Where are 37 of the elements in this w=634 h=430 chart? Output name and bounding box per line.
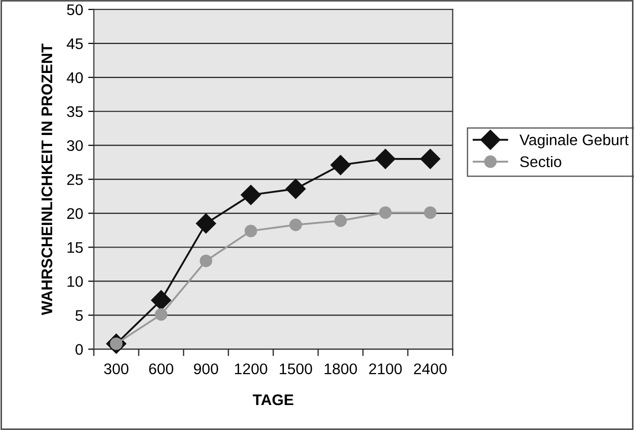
point (289, 218, 302, 232)
point (334, 214, 347, 228)
x-tick-label: 600 (149, 363, 174, 374)
point (420, 148, 440, 169)
y-tick-label: 45 (66, 38, 83, 50)
x-tick-label: 2100 (369, 363, 402, 374)
x-tick-label: 1500 (280, 363, 312, 374)
point (330, 155, 351, 176)
y-tick-label: 25 (67, 174, 83, 185)
y-tick-label: 0 (76, 344, 83, 355)
x-axis-title: TAGE (252, 394, 294, 406)
x-tick-label: 300 (104, 363, 128, 374)
x-tick-label: 900 (194, 363, 218, 374)
point (375, 148, 396, 169)
y-tick-label: 35 (67, 106, 83, 118)
point (244, 224, 258, 238)
point (196, 213, 216, 234)
point (379, 206, 392, 219)
y-tick-label: 30 (67, 140, 83, 152)
y-tick-label: 50 (67, 4, 83, 16)
point (286, 178, 306, 199)
point (200, 254, 212, 268)
y-tick-label: 20 (67, 208, 83, 219)
legend-label: Sectio (520, 156, 562, 168)
point (151, 290, 172, 310)
point (240, 184, 261, 205)
point (424, 206, 436, 219)
y-tick-label: 5 (76, 310, 83, 321)
x-tick-label: 1800 (324, 363, 357, 374)
x-tick-label: 1200 (235, 363, 268, 374)
y-tick-label: 10 (68, 276, 83, 287)
y-tick-label: 40 (66, 72, 83, 84)
point (154, 308, 168, 321)
legend-label: Vaginale Geburt (520, 134, 629, 148)
y-axis-title: WAHRSCHEINLICHKEIT IN PROZENT (41, 44, 52, 316)
x-tick-label: 2400 (414, 363, 447, 374)
y-tick-label: 15 (68, 242, 83, 253)
